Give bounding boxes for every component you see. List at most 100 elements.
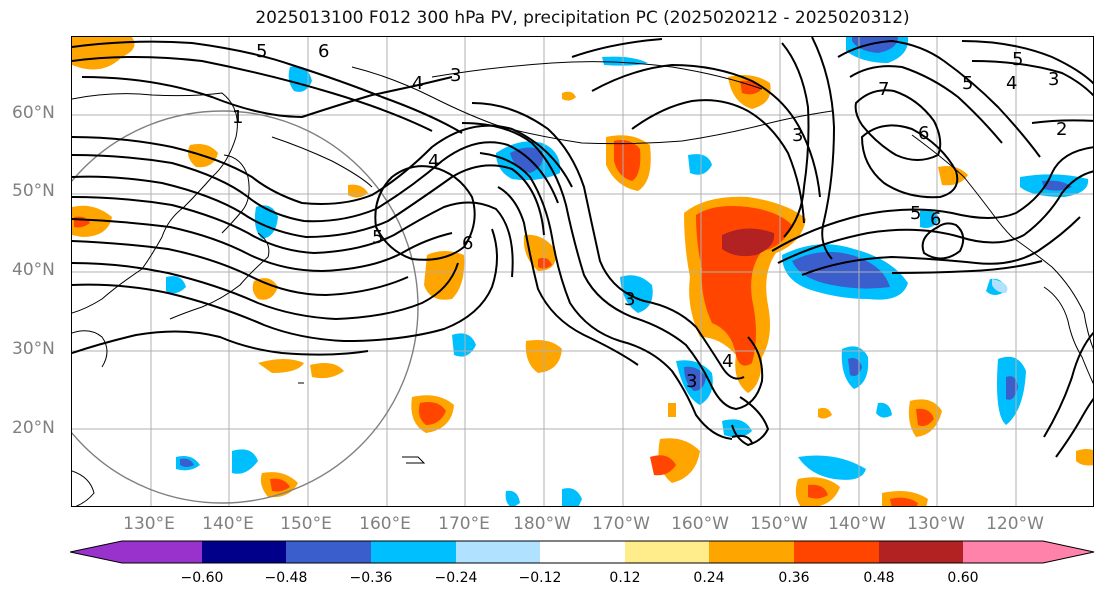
precip-region-positive xyxy=(916,408,934,427)
colorbar-tick-label: 0.60 xyxy=(947,570,979,586)
precip-region-negative xyxy=(920,210,940,228)
colorbar-tick-label: −0.24 xyxy=(434,570,478,586)
lat-label-20n: 20°N xyxy=(12,418,55,438)
precip-region-positive xyxy=(424,251,465,300)
colorbar-segment xyxy=(709,541,794,563)
lon-label-140e: 140°E xyxy=(202,514,254,534)
lat-label-30n: 30°N xyxy=(12,339,55,359)
colorbar-tick-label: −0.12 xyxy=(518,570,562,586)
lon-label-120w: 120°W xyxy=(986,514,1044,534)
lon-label-160e: 160°E xyxy=(359,514,411,534)
precip-region-positive xyxy=(614,140,641,181)
colorbar-tick-label: 0.48 xyxy=(863,570,895,586)
contour-label: 5 xyxy=(962,73,973,94)
contour-label: 4 xyxy=(1006,73,1017,94)
precip-region-negative xyxy=(792,251,890,289)
map-panel: 5 6 4 3 1 5 6 4 3 3 7 5 4 3 6 2 5 6 5 3 … xyxy=(71,36,1094,507)
contour-label: 6 xyxy=(918,123,929,144)
precip-region-positive xyxy=(72,205,112,237)
precip-region-negative xyxy=(620,275,653,313)
contour-label: 5 xyxy=(372,227,383,248)
colorbar-segment xyxy=(456,541,540,563)
precip-region-positive xyxy=(890,497,918,506)
contour-label: 5 xyxy=(910,203,921,224)
precip-region-positive xyxy=(418,402,446,425)
colorbar-segment xyxy=(70,541,202,563)
colorbar-segment xyxy=(202,541,286,563)
lon-label-130w: 130°W xyxy=(907,514,965,534)
contour-label: 6 xyxy=(318,41,329,62)
contour-label: 4 xyxy=(722,351,733,372)
colorbar xyxy=(70,540,1095,564)
colorbar-segment xyxy=(371,541,456,563)
precip-region-negative xyxy=(166,276,186,294)
contour-label: 1 xyxy=(232,107,243,128)
reference-circle xyxy=(72,110,419,504)
precip-region-negative xyxy=(1042,180,1072,191)
colorbar-tick-label: 0.24 xyxy=(693,570,725,586)
precip-region-negative xyxy=(505,490,520,506)
lon-label-170e: 170°E xyxy=(438,514,490,534)
lon-label-130e: 130°E xyxy=(123,514,175,534)
precip-region-positive xyxy=(938,166,968,186)
contour-label: 4 xyxy=(412,73,423,94)
coastlines xyxy=(72,61,1093,506)
contour-label: 6 xyxy=(462,233,473,254)
precip-region-negative xyxy=(602,56,648,66)
colorbar-tick-label: −0.36 xyxy=(349,570,393,586)
contour-label: 3 xyxy=(686,371,697,392)
colorbar-segment xyxy=(879,541,963,563)
precip-region-negative xyxy=(232,449,258,474)
precip-region-negative xyxy=(254,205,278,239)
precip-region-negative xyxy=(1006,376,1018,400)
precip-region-negative xyxy=(180,458,194,467)
precip-region-negative xyxy=(688,154,712,175)
lon-label-160w: 160°W xyxy=(671,514,729,534)
colorbar-segment xyxy=(625,541,709,563)
precip-region-negative xyxy=(452,333,476,357)
precip-region-negative xyxy=(562,488,582,506)
map-canvas: 5 6 4 3 1 5 6 4 3 3 7 5 4 3 6 2 5 6 5 3 … xyxy=(72,37,1093,506)
precip-region-positive xyxy=(538,257,552,269)
pv-contours xyxy=(72,37,1093,458)
lon-label-170w: 170°W xyxy=(592,514,650,534)
contour-label: 5 xyxy=(256,41,267,62)
precip-region-negative xyxy=(722,419,752,438)
precip-region-positive xyxy=(252,278,278,300)
colorbar-segment xyxy=(540,541,625,563)
contour-label: 3 xyxy=(450,65,461,86)
lon-label-140w: 140°W xyxy=(828,514,886,534)
colorbar-tick-label: 0.12 xyxy=(609,570,641,586)
colorbar-tick-label: −0.48 xyxy=(264,570,308,586)
colorbar-segment xyxy=(286,541,371,563)
precip-region-positive xyxy=(650,455,676,476)
lon-label-150w: 150°W xyxy=(750,514,808,534)
precip-region-positive xyxy=(310,363,344,379)
precip-region-positive xyxy=(808,484,828,499)
lon-label-150e: 150°E xyxy=(280,514,332,534)
contour-label: 5 xyxy=(1012,49,1023,70)
precip-region-positive xyxy=(818,407,832,419)
contour-label: 3 xyxy=(792,125,803,146)
colorbar-outline xyxy=(70,540,1095,564)
contour-label: 6 xyxy=(930,209,941,230)
precip-region-negative xyxy=(798,455,866,480)
colorbar-segment xyxy=(794,541,879,563)
lat-label-50n: 50°N xyxy=(12,181,55,201)
precip-region-positive xyxy=(668,403,676,417)
lat-label-60n: 60°N xyxy=(12,103,55,123)
contour-label: 3 xyxy=(624,289,635,310)
page-title: 2025013100 F012 300 hPa PV, precipitatio… xyxy=(255,8,910,28)
precip-region-positive xyxy=(722,228,775,257)
precip-region-positive xyxy=(258,359,304,373)
lon-label-180w: 180°W xyxy=(513,514,571,534)
contour-label: 2 xyxy=(1056,119,1067,140)
precip-region-negative xyxy=(992,279,1008,293)
contour-label: 4 xyxy=(428,151,439,172)
colorbar-tick-label: −0.60 xyxy=(180,570,224,586)
contour-label-layer: 5 6 4 3 1 5 6 4 3 3 7 5 4 3 6 2 5 6 5 3 … xyxy=(232,41,1067,392)
precip-region-negative xyxy=(876,402,892,418)
contour-label: 3 xyxy=(1048,69,1059,90)
precip-region-positive xyxy=(348,184,368,198)
precip-region-positive xyxy=(562,91,576,101)
